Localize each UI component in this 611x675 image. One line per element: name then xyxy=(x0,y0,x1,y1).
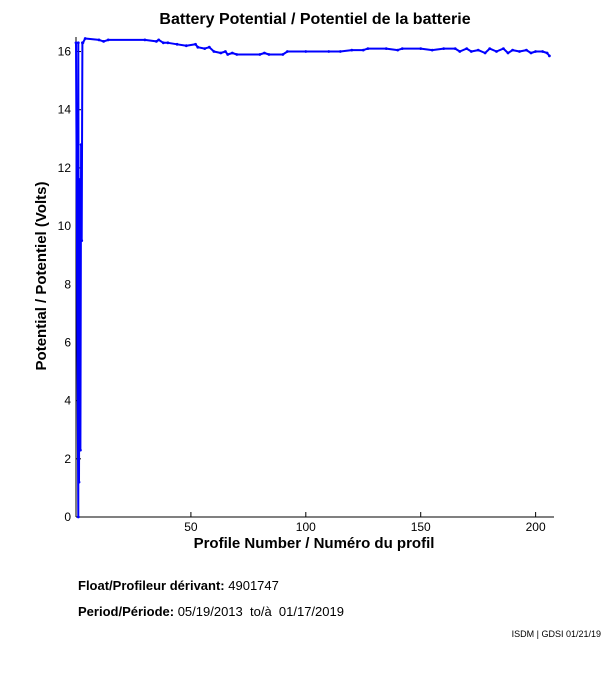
data-point xyxy=(350,48,354,52)
data-point xyxy=(465,47,469,50)
data-point xyxy=(430,48,434,52)
data-point xyxy=(442,47,446,50)
data-point xyxy=(106,38,110,42)
data-point xyxy=(166,41,170,45)
data-point xyxy=(483,51,487,55)
data-point xyxy=(76,41,80,45)
x-tick-label: 200 xyxy=(526,520,546,534)
data-point xyxy=(304,50,308,53)
data-point xyxy=(157,38,161,42)
float-id-value: 4901747 xyxy=(228,578,279,593)
data-point xyxy=(143,38,147,42)
period-row: Period/Période: 05/19/2013 to/à 01/17/20… xyxy=(78,604,344,619)
data-point xyxy=(77,480,81,484)
data-point xyxy=(267,53,271,56)
credit-text: ISDM | GDSI 01/21/19 xyxy=(511,629,601,639)
y-tick-label: 6 xyxy=(64,335,71,349)
data-point xyxy=(338,50,342,53)
data-point xyxy=(534,50,537,53)
period-value: 05/19/2013 to/à 01/17/2019 xyxy=(177,604,344,619)
data-point xyxy=(476,48,480,52)
y-tick-label: 4 xyxy=(64,394,71,408)
plot-frame xyxy=(75,37,554,518)
data-point xyxy=(396,48,400,52)
data-point xyxy=(518,50,521,53)
data-point xyxy=(458,50,462,53)
y-tick-label: 16 xyxy=(58,45,72,59)
x-tick-label: 100 xyxy=(296,520,316,534)
data-point xyxy=(78,178,82,181)
y-tick-label: 0 xyxy=(64,510,71,524)
data-point xyxy=(488,47,492,50)
data-point xyxy=(79,448,82,452)
data-point xyxy=(263,51,266,55)
x-ticks: 50 100 150 200 xyxy=(184,512,546,534)
data-point xyxy=(219,51,223,55)
data-point xyxy=(384,47,388,50)
data-point xyxy=(541,50,544,53)
chart-title: Battery Potential / Potentiel de la batt… xyxy=(159,11,470,28)
data-point xyxy=(161,41,165,45)
data-point xyxy=(419,47,423,50)
data-point xyxy=(207,45,211,49)
data-point xyxy=(469,50,473,53)
data-point xyxy=(361,48,365,52)
data-point xyxy=(194,42,197,46)
data-point xyxy=(224,50,227,53)
y-tick-label: 2 xyxy=(64,452,71,466)
data-point xyxy=(529,51,533,55)
data-point xyxy=(258,53,262,56)
data-point xyxy=(548,54,551,58)
data-point xyxy=(102,40,105,43)
y-ticks: 0 2 4 6 8 10 12 14 16 xyxy=(58,45,81,524)
y-tick-label: 10 xyxy=(58,219,72,233)
x-tick-label: 150 xyxy=(411,520,431,534)
data-point xyxy=(495,50,498,53)
data-point xyxy=(74,41,78,45)
data-point xyxy=(545,51,549,55)
data-point xyxy=(196,45,200,49)
data-point xyxy=(79,143,83,147)
data-point xyxy=(81,41,85,45)
y-axis-label: Potential / Potentiel (Volts) xyxy=(33,182,50,371)
data-point xyxy=(155,40,158,43)
data-point xyxy=(203,47,207,50)
data-point xyxy=(76,515,80,519)
data-point xyxy=(506,51,510,55)
data-point xyxy=(453,47,457,50)
float-id-label: Float/Profileur dérivant: xyxy=(78,578,225,593)
battery-potential-line xyxy=(75,37,551,518)
data-point xyxy=(212,50,216,53)
data-point xyxy=(511,48,514,52)
data-point xyxy=(235,53,239,56)
series-points xyxy=(74,37,551,519)
data-point xyxy=(80,239,84,243)
y-tick-label: 12 xyxy=(58,161,72,175)
data-point xyxy=(366,47,370,50)
x-tick-label: 50 xyxy=(184,520,198,534)
y-tick-label: 14 xyxy=(58,103,72,117)
data-point xyxy=(286,50,289,53)
data-point xyxy=(525,48,528,52)
x-axis-label: Profile Number / Numéro du profil xyxy=(194,535,435,552)
float-id-row: Float/Profileur dérivant: 4901747 xyxy=(78,578,279,593)
data-point xyxy=(83,37,87,40)
data-point xyxy=(175,42,179,46)
y-tick-label: 8 xyxy=(64,277,71,291)
data-point xyxy=(184,44,188,48)
data-point xyxy=(327,50,331,53)
data-point xyxy=(226,53,230,56)
data-point xyxy=(97,38,101,42)
period-label: Period/Période: xyxy=(78,604,175,619)
data-point xyxy=(400,47,404,50)
data-point xyxy=(281,53,285,56)
data-point xyxy=(230,51,234,55)
data-point xyxy=(502,47,505,50)
